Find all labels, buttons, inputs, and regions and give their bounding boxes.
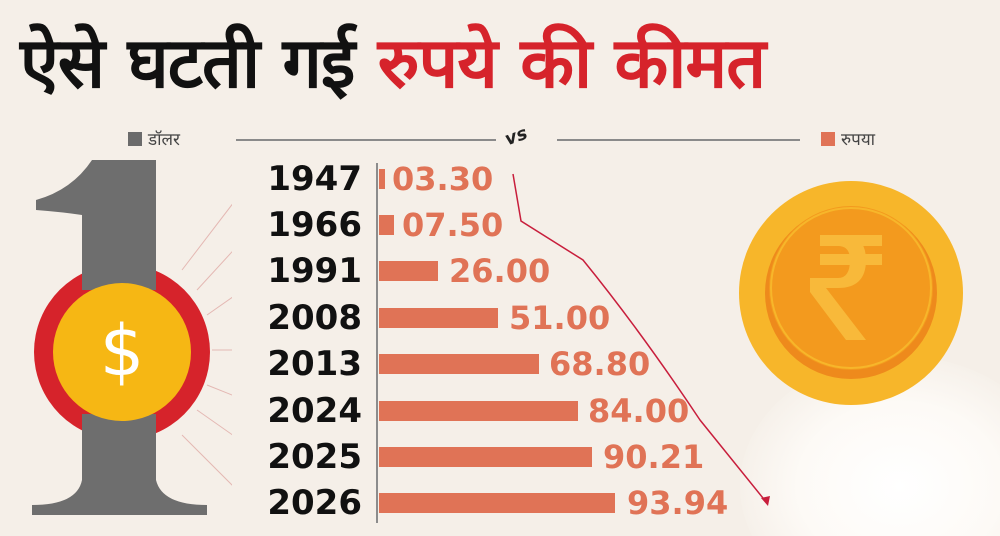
year-label: 2025 xyxy=(267,437,362,477)
bar-2025 xyxy=(379,447,592,467)
bar-2024 xyxy=(379,401,578,421)
legend-dollar-swatch xyxy=(128,132,142,146)
value-label: 03.30 xyxy=(392,160,494,198)
value-label: 07.50 xyxy=(402,206,504,244)
value-label: 26.00 xyxy=(449,252,551,290)
bar-2013 xyxy=(379,354,539,374)
bar-2026 xyxy=(379,493,615,513)
legend: डॉलर vs रुपया xyxy=(0,123,1000,154)
year-label: 2026 xyxy=(267,483,362,523)
year-label: 2024 xyxy=(267,391,362,431)
legend-rupee-swatch xyxy=(821,132,835,146)
page-title: ऐसे घटती गई रुपये की कीमत xyxy=(20,18,766,108)
year-label: 2013 xyxy=(267,344,362,384)
bar-2008 xyxy=(379,308,498,328)
bar-1991 xyxy=(379,261,438,281)
year-label: 1966 xyxy=(267,205,362,245)
value-label: 93.94 xyxy=(627,484,729,522)
dollar-one-icon: $ xyxy=(32,160,232,515)
legend-dollar-label: डॉलर xyxy=(148,130,180,150)
legend-divider-left xyxy=(236,139,496,141)
value-label: 84.00 xyxy=(588,392,690,430)
title-part-red: रुपये की कीमत xyxy=(377,22,766,104)
value-label: 51.00 xyxy=(509,299,611,337)
value-label: 68.80 xyxy=(549,345,651,383)
rupee-coin-icon xyxy=(739,181,963,405)
value-label: 90.21 xyxy=(603,438,705,476)
year-label: 1947 xyxy=(267,159,362,199)
dollar-symbol: $ xyxy=(100,310,145,392)
year-label: 2008 xyxy=(267,298,362,338)
year-label: 1991 xyxy=(267,251,362,291)
bar-1947 xyxy=(379,169,385,189)
bar-1966 xyxy=(379,215,394,235)
legend-divider-right xyxy=(557,139,800,141)
chart-axis xyxy=(376,163,378,523)
legend-rupee-label: रुपया xyxy=(841,130,876,150)
title-part-dark: ऐसे घटती गई xyxy=(20,22,355,104)
